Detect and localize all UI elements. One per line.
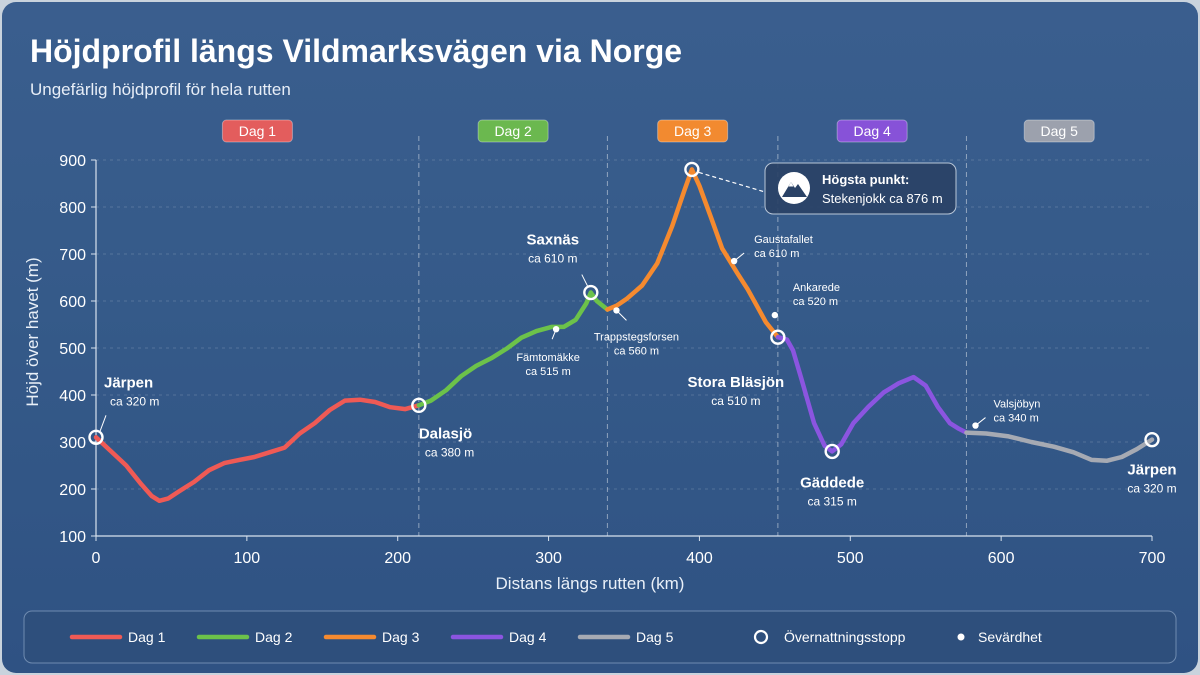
legend-sight-label: Sevärdhet: [978, 629, 1042, 645]
stop-name: Saxnäs: [527, 232, 580, 249]
overnight-symbol: [753, 629, 769, 645]
legend-label: Dag 4: [509, 629, 547, 645]
stop-name: Gäddede: [800, 474, 864, 491]
day-badge: [1023, 119, 1095, 143]
y-tick-label: 800: [59, 200, 86, 217]
stop-value: ca 320 m: [110, 394, 159, 408]
y-tick-label: 900: [59, 153, 86, 170]
sight-value: ca 515 m: [525, 366, 570, 378]
y-tick-label: 100: [59, 529, 86, 546]
legend-label: Dag 5: [636, 629, 674, 645]
x-tick-label: 100: [234, 550, 261, 567]
day-badge: [221, 119, 293, 143]
x-tick-label: 500: [837, 550, 864, 567]
stop-value: ca 610 m: [528, 252, 577, 266]
series-line-dag-4: [775, 334, 969, 454]
peak-marker: [684, 161, 700, 178]
day-badge-label: Dag 3: [674, 123, 712, 139]
sight-point: [771, 311, 779, 319]
sight-name: Trappstegsforsen: [594, 331, 679, 343]
day-badge: [657, 119, 729, 143]
grid-lines: [96, 159, 1152, 490]
sight-name: Fämtomäkke: [516, 352, 580, 364]
stop-name: Järpen: [104, 374, 153, 391]
stop-value: ca 380 m: [425, 445, 474, 459]
callout-title: Högsta punkt:: [822, 172, 909, 187]
day-badges: Dag 1 Dag 2 Dag 3 Dag 4 Dag 5: [221, 119, 1095, 143]
legend-label: Dag 1: [128, 629, 166, 645]
y-tick-labels: 100 200 300 400 500 600 700 800 900: [59, 153, 96, 546]
sight-symbol: [957, 633, 965, 641]
sight-markers: Fämtomäkke ca 515 m Trappstegsforsen ca 560…: [516, 234, 1040, 429]
series-line-dag-5: [964, 430, 1155, 464]
x-tick-label: 300: [535, 550, 562, 567]
y-tick-label: 400: [59, 388, 86, 405]
overnight-stop-marker: [583, 284, 599, 301]
sight-leader: [551, 329, 557, 340]
x-axis-label: Distans längs rutten (km): [496, 574, 685, 593]
mountain-icon: [782, 182, 807, 197]
chart-title: Höjdprofil längs Vildmarksvägen via Norg…: [30, 33, 682, 69]
series-line-dag-2: [416, 290, 610, 408]
series-line-dag-1: [93, 397, 422, 504]
day-badge-label: Dag 2: [494, 123, 532, 139]
day-badge-label: Dag 5: [1041, 123, 1079, 139]
day-badge: [836, 119, 908, 143]
stop-leader: [99, 415, 107, 432]
overnight-stop-marker: [411, 397, 427, 414]
stop-name: Stora Bläsjön: [688, 374, 785, 391]
x-tick-labels: 0 100 200 300 400 500 600 700: [92, 536, 1166, 567]
sight-value: ca 560 m: [614, 345, 659, 357]
legend-label: Dag 3: [382, 629, 420, 645]
y-tick-label: 600: [59, 294, 86, 311]
sight-value: ca 340 m: [993, 413, 1038, 425]
y-tick-label: 500: [59, 341, 86, 358]
overnight-stop-marker: [824, 443, 840, 460]
legend-label: Dag 2: [255, 629, 293, 645]
legend-day-items: Dag 1 Dag 2 Dag 3 Dag 4 Dag 5: [69, 629, 674, 645]
peak-callout: Högsta punkt: Stekenjokk ca 876 m: [698, 162, 957, 215]
legend-sight: Sevärdhet: [957, 629, 1042, 645]
sight-name: Ankarede: [793, 282, 840, 294]
y-tick-label: 700: [59, 247, 86, 264]
legend-overnight-label: Övernattningsstopp: [784, 628, 906, 645]
legend-overnight: Övernattningsstopp: [753, 628, 906, 645]
overnight-stop-marker: [770, 329, 786, 345]
day-badge-label: Dag 4: [853, 123, 891, 139]
chart-subtitle: Ungefärlig höjdprofil för hela rutten: [30, 80, 291, 99]
day-badge-label: Dag 1: [239, 123, 277, 139]
stop-value: ca 320 m: [1127, 482, 1176, 496]
callout-box: [764, 162, 957, 215]
stop-name: Järpen: [1127, 462, 1176, 479]
sight-name: Valsjöbyn: [993, 399, 1040, 411]
sight-name: Gaustafallet: [754, 234, 813, 246]
x-tick-label: 0: [92, 550, 101, 567]
x-tick-label: 400: [686, 550, 713, 567]
sight-leader: [616, 310, 627, 321]
x-tick-label: 200: [384, 550, 411, 567]
callout-text: Stekenjokk ca 876 m: [822, 191, 943, 206]
x-tick-label: 600: [988, 550, 1015, 567]
callout-leader: [698, 171, 766, 193]
day-badge: [477, 119, 549, 143]
sight-leader: [975, 417, 986, 426]
sight-value: ca 520 m: [793, 296, 838, 308]
y-tick-label: 200: [59, 482, 86, 499]
stop-value: ca 510 m: [711, 394, 760, 408]
overnight-stop-marker: [88, 429, 104, 445]
stop-leader: [581, 274, 589, 287]
y-tick-label: 300: [59, 435, 86, 452]
overnight-stops: Järpen ca 320 m Dalasjö ca 380 m Saxnäs ca 61…: [88, 161, 1177, 508]
x-tick-label: 700: [1139, 550, 1166, 567]
stop-name: Dalasjö: [419, 425, 472, 442]
y-axis-label: Höjd över havet (m): [23, 257, 42, 406]
sight-value: ca 610 m: [754, 248, 799, 260]
stop-value: ca 315 m: [808, 494, 857, 508]
sight-leader: [733, 252, 745, 262]
overnight-stop-marker: [1144, 431, 1160, 448]
series-line-dag-3: [605, 167, 781, 340]
